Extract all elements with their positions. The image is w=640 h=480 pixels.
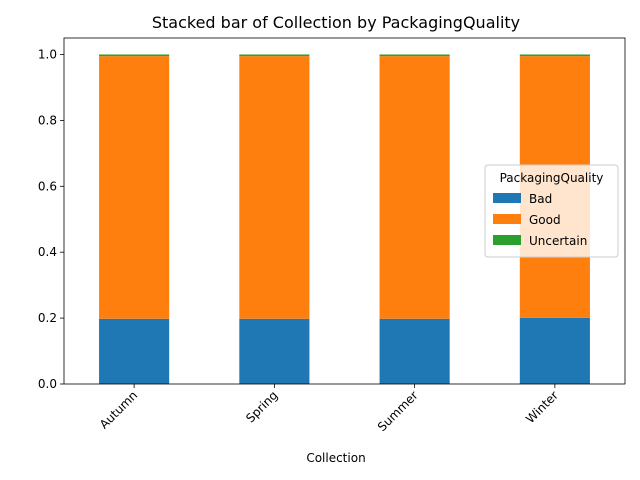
y-tick-label: 0.8 — [38, 113, 57, 127]
x-tick-label-autumn: Autumn — [97, 388, 140, 431]
x-tick-label-spring: Spring — [243, 388, 280, 425]
legend-label-bad: Bad — [529, 192, 552, 206]
y-tick-label: 0.0 — [38, 377, 57, 391]
legend-box — [484, 164, 619, 258]
legend-swatch-bad — [493, 193, 521, 203]
legend-swatch-good — [493, 214, 521, 224]
chart-title: Stacked bar of Collection by PackagingQu… — [152, 13, 520, 32]
x-tick-label-winter: Winter — [523, 388, 561, 426]
y-tick-label: 0.4 — [38, 245, 57, 259]
bar-bad-spring — [239, 318, 310, 384]
x-axis-label: Collection — [306, 451, 365, 465]
y-tick-label: 0.2 — [38, 311, 57, 325]
bar-good-summer — [379, 56, 450, 319]
bar-uncertain-spring — [239, 54, 310, 57]
bar-uncertain-summer — [379, 54, 450, 57]
bar-bad-autumn — [99, 318, 170, 384]
bar-bad-winter — [519, 317, 590, 384]
y-tick-label: 1.0 — [38, 47, 57, 61]
legend: PackagingQuality Bad Good Uncertain — [484, 164, 619, 258]
legend-title: PackagingQuality — [500, 171, 604, 185]
bar-bad-summer — [379, 318, 450, 384]
legend-label-uncertain: Uncertain — [529, 234, 587, 248]
bar-good-autumn — [99, 56, 170, 319]
y-tick-label: 0.6 — [38, 179, 57, 193]
legend-swatch-uncertain — [493, 235, 521, 245]
plot-frame — [63, 37, 626, 385]
bar-good-spring — [239, 56, 310, 319]
legend-label-good: Good — [529, 213, 561, 227]
bar-uncertain-winter — [519, 54, 590, 57]
bar-uncertain-autumn — [99, 54, 170, 57]
x-tick-label-summer: Summer — [375, 388, 421, 434]
